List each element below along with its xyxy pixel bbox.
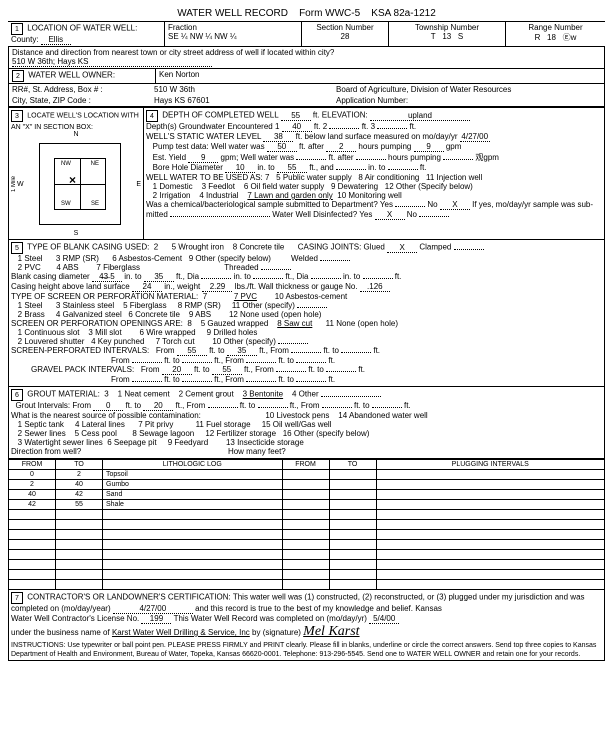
location-label: LOCATION OF WATER WELL: (27, 24, 137, 33)
depth-completed: 55 (281, 111, 311, 121)
county-value: Ellis (41, 35, 71, 45)
owner-name: Ken Norton (159, 70, 199, 79)
table-row (9, 550, 605, 560)
township-label: Township Number (415, 23, 479, 32)
static-level: 38 (263, 132, 293, 142)
table-row: 02Topsoil (9, 470, 605, 480)
table-row (9, 560, 605, 570)
gw1: 40 (282, 122, 312, 132)
static-date: 4/27/00 (460, 132, 490, 142)
city-value: Hays KS 67601 (154, 96, 334, 105)
signature: Mel Karst (303, 624, 359, 639)
well-x-mark: × (69, 173, 76, 187)
table-row (9, 530, 605, 540)
table-row: 240Gumbo (9, 480, 605, 490)
lithologic-log-table: FROM TO LITHOLOGIC LOG FROM TO PLUGGING … (8, 459, 605, 590)
distance-label: Distance and direction from nearest town… (12, 48, 334, 57)
frac-se: SE (168, 32, 179, 41)
section-2-num: 2 (12, 70, 24, 82)
fraction-label: Fraction (168, 23, 197, 32)
elevation-value: upland (370, 111, 470, 121)
distance-value: 510 W 36th; Hays KS (12, 57, 212, 67)
table-row (9, 520, 605, 530)
addr-label: RR#, St. Address, Box # : (12, 85, 152, 94)
table-row (9, 570, 605, 580)
section-5-num: 5 (11, 242, 23, 254)
license-no: 199 (141, 614, 171, 624)
range-label: Range Number (528, 23, 582, 32)
frac-nw1: NW (190, 32, 203, 41)
township-value: 13 (442, 32, 451, 41)
well-location-box: × NW NE SW SE (39, 143, 121, 225)
board-label: Board of Agriculture, Division of Water … (336, 85, 511, 94)
section-value: 28 (341, 32, 350, 41)
table-row: 4255Shale (9, 500, 605, 510)
section-label: Section Number (316, 23, 373, 32)
table-row (9, 510, 605, 520)
table-row: 4042Sand (9, 490, 605, 500)
table-row (9, 540, 605, 550)
range-value: 18 (547, 33, 556, 42)
addr-value: 510 W 36th (154, 85, 334, 94)
cert-date2: 5/4/00 (369, 614, 399, 624)
section-7-num: 7 (11, 592, 23, 604)
owner-label: WATER WELL OWNER: (28, 71, 115, 80)
section-3-num: 3 (11, 110, 23, 122)
table-row (9, 580, 605, 590)
form-title: WATER WELL RECORD Form WWC-5 KSA 82a-121… (8, 8, 605, 19)
section-1-num: 1 (11, 23, 23, 35)
frac-nw2: NW (214, 32, 227, 41)
section-4-num: 4 (146, 110, 158, 122)
section-6-num: 6 (11, 389, 23, 401)
county-label: County: (11, 35, 39, 44)
app-label: Application Number: (336, 96, 408, 105)
cert-date1: 4/27/00 (113, 604, 193, 614)
instructions: INSTRUCTIONS: Use typewriter or ball poi… (11, 642, 596, 658)
city-label: City, State, ZIP Code : (12, 96, 152, 105)
locate-label: LOCATE WELL'S LOCATION WITH AN "X" IN SE… (11, 113, 139, 132)
business-name: Karst Water Well Drilling & Service, Inc (112, 628, 250, 637)
